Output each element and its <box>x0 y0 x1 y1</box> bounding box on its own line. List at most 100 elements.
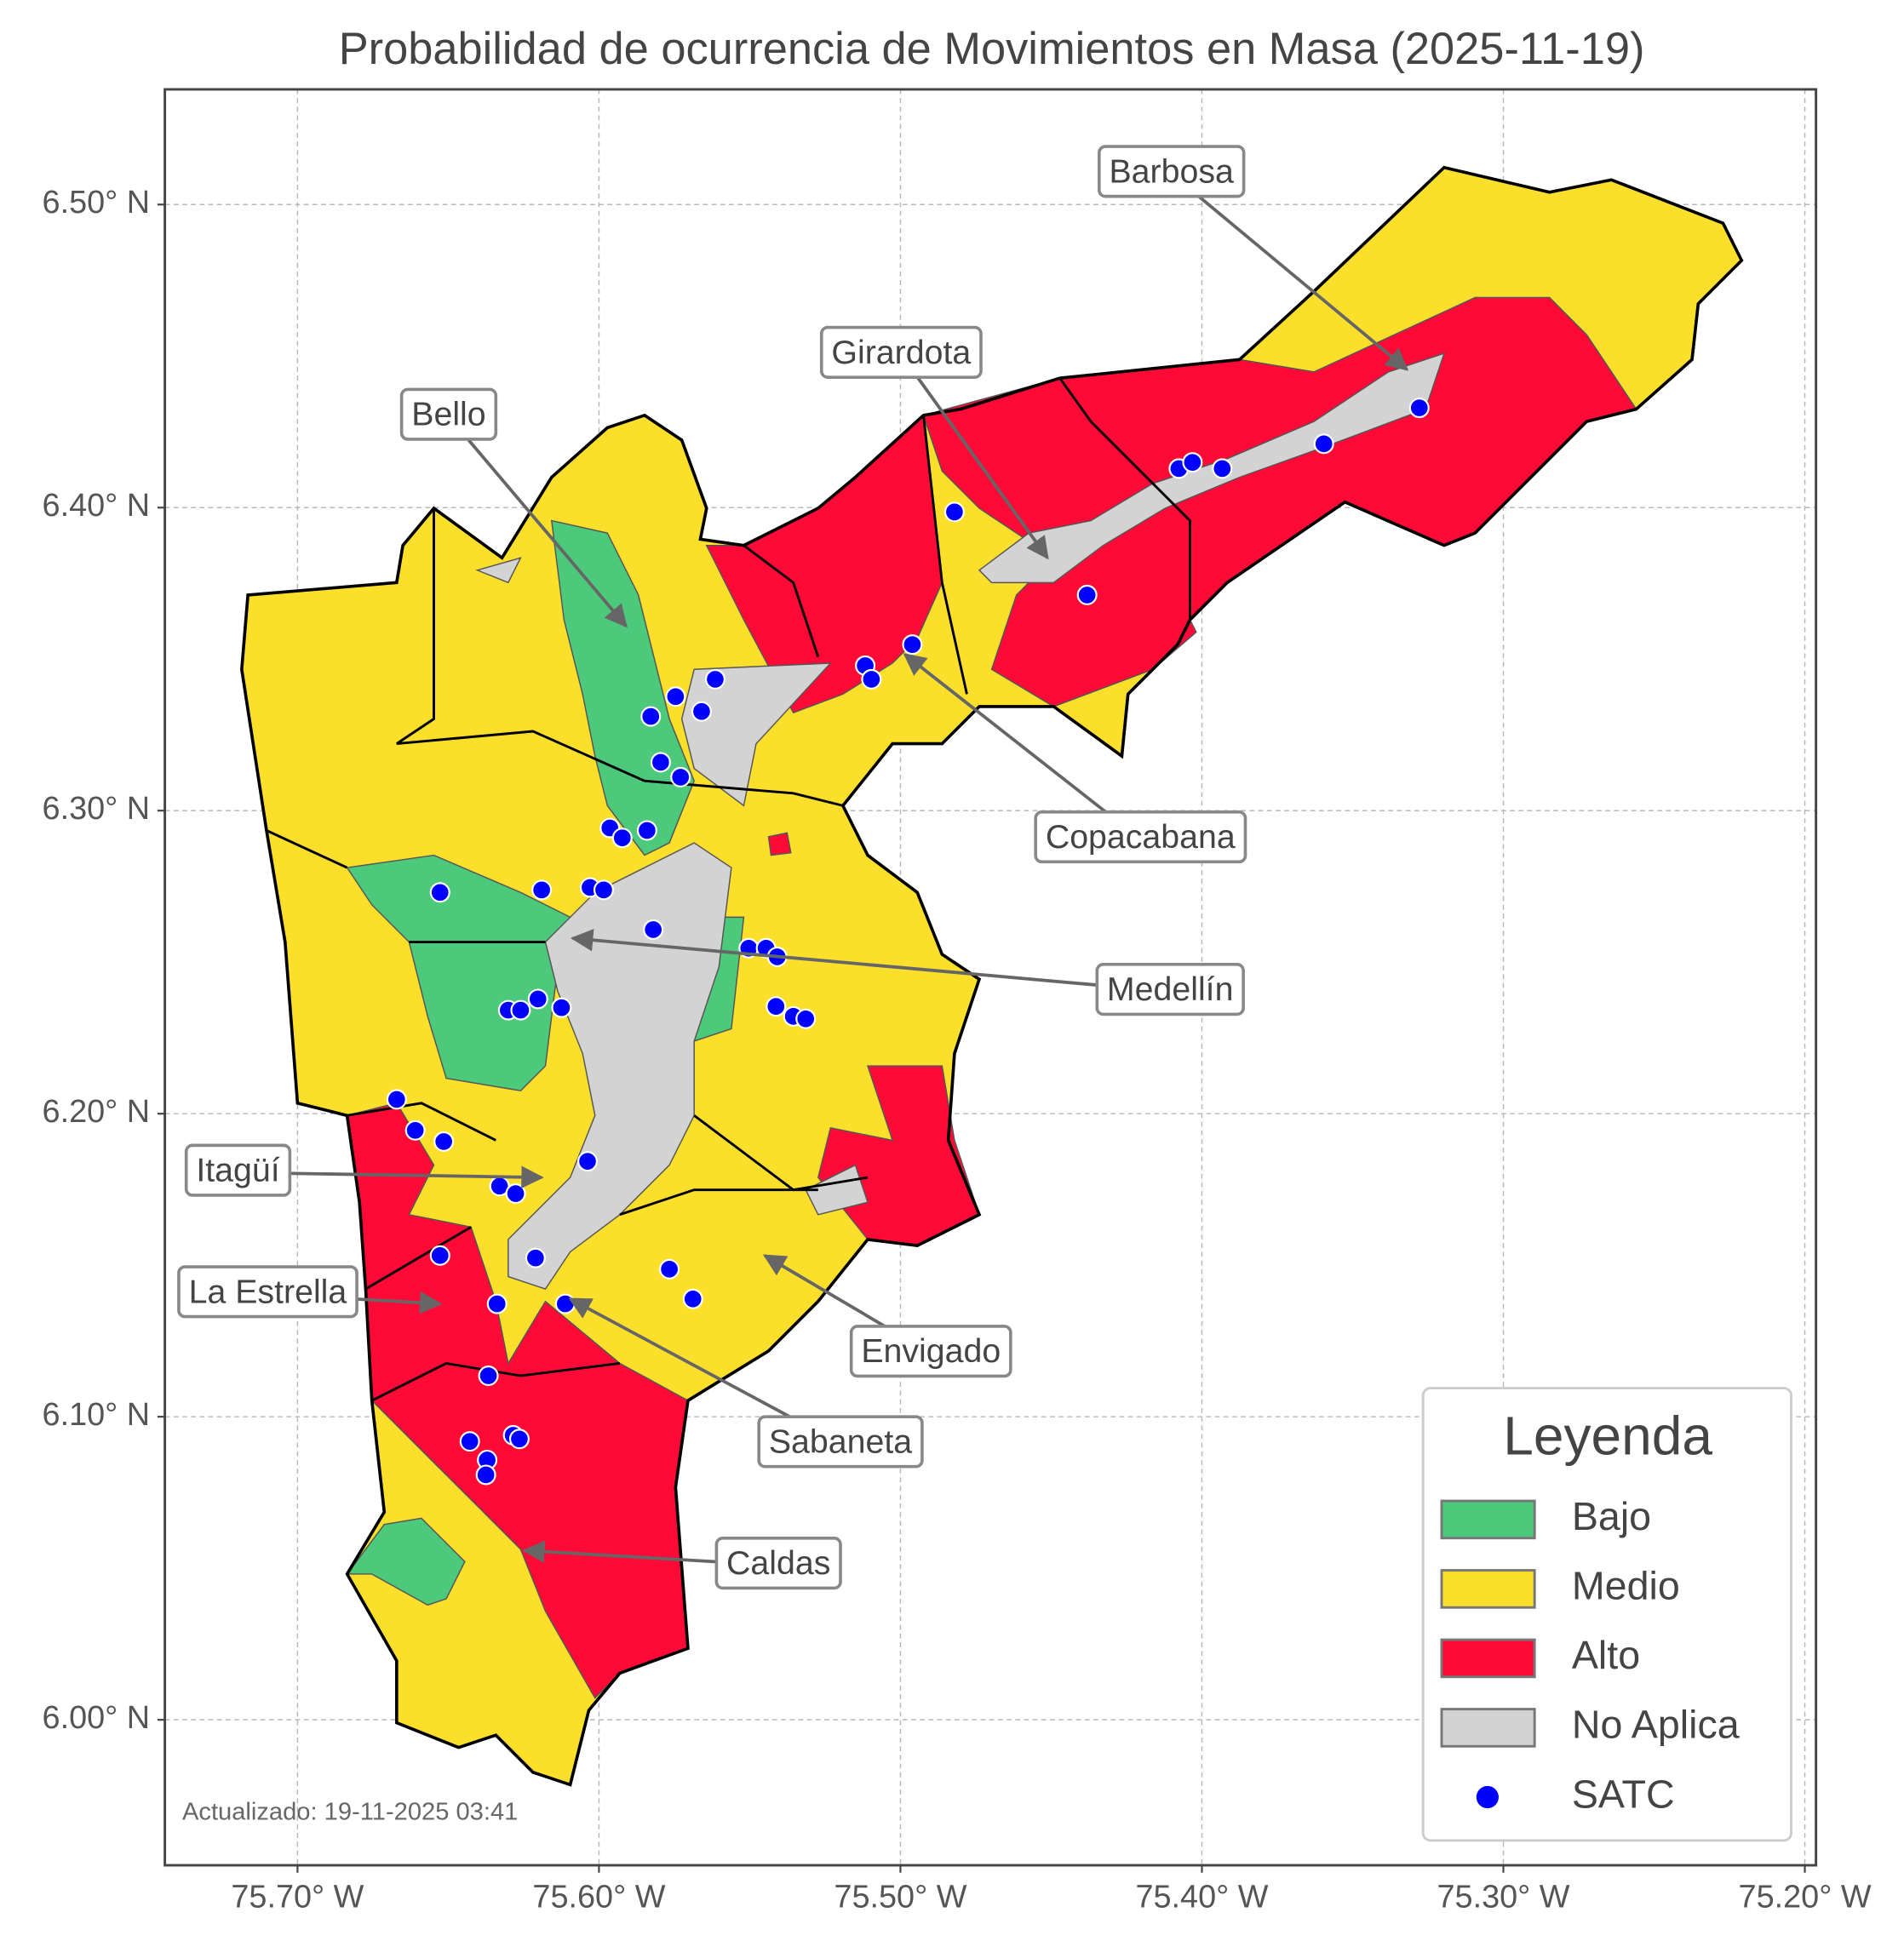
annotation-label: Itagüí <box>196 1152 279 1189</box>
satc-station <box>1408 398 1430 419</box>
region <box>805 1164 869 1216</box>
annotation-label: Envigado <box>861 1332 1001 1370</box>
annotation-label: Sabaneta <box>769 1423 912 1460</box>
satc-station <box>593 879 614 901</box>
annotation-label: Bello <box>411 396 485 433</box>
annotation-box <box>1095 963 1245 1016</box>
legend-label: SATC <box>1572 1772 1675 1816</box>
satc-station <box>682 1288 703 1309</box>
satc-station <box>475 1464 496 1486</box>
satc-station <box>404 1119 426 1141</box>
footnote: Actualizado: 19-11-2025 03:41 <box>182 1799 518 1826</box>
satc-station <box>525 1247 546 1268</box>
satc-station <box>551 997 572 1018</box>
annotation-label: Barbosa <box>1109 152 1234 190</box>
satc-station <box>795 1008 817 1029</box>
region <box>978 352 1446 584</box>
satc-station <box>766 996 787 1017</box>
satc-station <box>902 634 923 656</box>
boundary <box>619 1188 818 1217</box>
y-tick-label: 6.40° N <box>43 488 151 524</box>
annotation-box <box>819 325 983 379</box>
satc-station <box>670 766 691 787</box>
annotation-label: Girardota <box>831 334 971 371</box>
legend-marker <box>1476 1785 1499 1809</box>
region <box>346 1517 466 1606</box>
satc-station <box>510 999 531 1021</box>
legend-title: Leyenda <box>1503 1406 1712 1467</box>
annotation-box <box>399 387 498 441</box>
annotation-label: Caldas <box>726 1544 830 1582</box>
satc-station <box>704 668 725 690</box>
x-tick-label: 75.60° W <box>532 1879 665 1915</box>
satc-station <box>554 1293 576 1314</box>
region-outline <box>240 165 1744 1787</box>
satc-station <box>665 686 686 707</box>
satc-station <box>611 827 633 849</box>
satc-station <box>486 1293 508 1314</box>
x-tick-label: 75.20° W <box>1739 1879 1872 1915</box>
satc-station <box>429 1245 450 1266</box>
satc-station <box>386 1089 407 1110</box>
annotation-box <box>757 1415 924 1469</box>
boundary <box>347 1102 496 1142</box>
annotation-box <box>1034 810 1247 864</box>
annotation-label: La Estrella <box>189 1273 347 1310</box>
boundary <box>396 730 645 782</box>
annotation-box <box>184 1143 292 1197</box>
legend-swatch <box>1440 1569 1536 1609</box>
annotation-box <box>714 1537 842 1590</box>
satc-station <box>861 668 882 690</box>
legend-swatch <box>1440 1499 1536 1540</box>
boundary <box>1058 377 1191 621</box>
map-title: Probabilidad de ocurrencia de Movimiento… <box>339 25 1645 74</box>
boundary <box>922 415 968 695</box>
annotation-arrow <box>899 353 1049 560</box>
y-tick-label: 6.00° N <box>43 1700 151 1736</box>
legend-swatch <box>1440 1708 1536 1748</box>
boundary <box>644 779 844 807</box>
legend-label: Bajo <box>1572 1494 1651 1538</box>
satc-station <box>459 1431 480 1452</box>
satc-station <box>508 1429 530 1450</box>
region <box>475 557 522 584</box>
satc-station <box>527 988 548 1010</box>
satc-station <box>1182 452 1203 473</box>
annotation-label: Medellín <box>1107 970 1234 1008</box>
satc-station <box>429 882 450 903</box>
annotation-arrow <box>447 415 628 628</box>
plot-frame <box>163 88 1818 1867</box>
x-tick-label: 75.70° W <box>231 1879 364 1915</box>
satc-station <box>640 706 662 727</box>
satc-station <box>505 1183 526 1205</box>
satc-station <box>943 501 965 523</box>
boundary <box>364 1226 472 1291</box>
y-tick-label: 6.10° N <box>43 1397 151 1433</box>
annotation-arrow <box>903 653 1142 841</box>
satc-station <box>659 1258 680 1280</box>
legend-label: No Aplica <box>1572 1703 1740 1747</box>
y-tick-label: 6.30° N <box>43 791 151 827</box>
boundary <box>266 829 348 869</box>
x-tick-label: 75.50° W <box>834 1879 966 1915</box>
annotation-arrow <box>1170 172 1409 371</box>
satc-station <box>433 1131 455 1152</box>
region <box>767 832 792 856</box>
satc-station <box>636 820 657 841</box>
annotation-arrow <box>570 929 1171 993</box>
satc-station <box>691 701 712 722</box>
satc-station <box>643 919 664 940</box>
satc-station <box>1313 433 1334 455</box>
satc-station <box>577 1151 599 1172</box>
legend-label: Medio <box>1572 1564 1680 1608</box>
legend-swatch <box>1440 1638 1536 1679</box>
satc-station <box>1212 458 1233 479</box>
annotation-box <box>177 1265 358 1319</box>
region <box>346 854 571 1091</box>
annotation-box <box>849 1325 1012 1378</box>
legend-label: Alto <box>1572 1633 1640 1677</box>
x-tick-label: 75.30° W <box>1437 1879 1570 1915</box>
annotation-box <box>1098 145 1246 198</box>
boundary <box>396 508 435 745</box>
